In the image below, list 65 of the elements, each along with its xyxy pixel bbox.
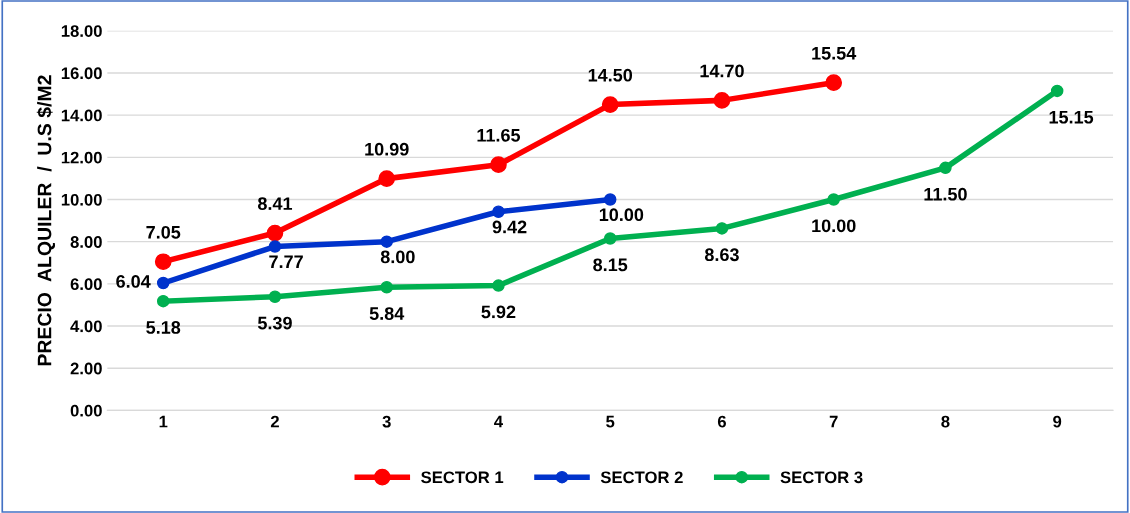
- x-tick-label: 4: [494, 415, 503, 428]
- point: [156, 276, 170, 290]
- point: [939, 161, 952, 175]
- point: [268, 290, 282, 303]
- point: [380, 280, 393, 294]
- y-tick-label: 14.00: [61, 109, 102, 122]
- legend-label: SECTOR 2: [600, 471, 683, 484]
- data-label: 11.65: [477, 128, 521, 142]
- data-label: 10.99: [365, 142, 409, 156]
- data-label: 6.04: [116, 275, 151, 288]
- y-tick-label: 18.00: [61, 25, 102, 37]
- point: [154, 253, 172, 271]
- data-label: 5.84: [369, 307, 405, 320]
- point: [1050, 84, 1064, 98]
- point: [601, 96, 619, 113]
- x-tick-label: 1: [159, 415, 168, 428]
- point: [266, 224, 284, 242]
- data-label: 10.00: [599, 208, 644, 222]
- point: [492, 205, 505, 218]
- point: [380, 235, 393, 248]
- y-tick-label: 4.00: [70, 320, 102, 333]
- legend-label: SECTOR 3: [780, 471, 863, 484]
- point: [603, 232, 617, 245]
- data-label: 5.92: [481, 305, 516, 319]
- x-tick-label: 7: [829, 415, 838, 428]
- y-tick-label: 16.00: [61, 67, 102, 80]
- data-label: 5.39: [257, 316, 292, 330]
- data-label: 8.15: [593, 258, 628, 272]
- y-tick-label: 8.00: [70, 236, 102, 248]
- point: [715, 222, 729, 235]
- data-label: 7.77: [269, 255, 303, 268]
- x-tick-label: 3: [382, 415, 391, 428]
- data-label: 8.41: [257, 197, 293, 211]
- point: [268, 240, 282, 253]
- point: [603, 193, 617, 206]
- data-label: 8.63: [704, 248, 739, 262]
- y-tick-label: 12.00: [61, 151, 102, 164]
- y-tick-label: 2.00: [70, 362, 102, 375]
- data-label: 8.00: [380, 250, 415, 264]
- y-tick-label: 6.00: [70, 278, 102, 291]
- data-label: 14.50: [588, 68, 633, 82]
- x-tick-label: 6: [717, 415, 726, 428]
- point: [713, 92, 731, 109]
- data-label: 11.50: [924, 187, 967, 201]
- point: [156, 294, 170, 308]
- point: [827, 193, 840, 206]
- point: [490, 156, 507, 174]
- point: [825, 74, 843, 91]
- x-tick-label: 5: [606, 415, 615, 428]
- x-tick-label: 8: [941, 415, 950, 428]
- data-label: 14.70: [700, 64, 744, 78]
- x-tick-label: 9: [1053, 415, 1062, 428]
- data-label: 5.18: [146, 321, 181, 334]
- data-label: 10.00: [812, 219, 856, 233]
- y-tick-label: 10.00: [61, 193, 102, 206]
- y-tick-label: 0.00: [70, 404, 102, 417]
- y-axis-title: PRECIO ALQUILER / U.S $/M2: [36, 75, 56, 366]
- data-label: 9.42: [492, 220, 527, 234]
- legend-label: SECTOR 1: [421, 471, 504, 484]
- point: [492, 279, 505, 292]
- data-label: 7.05: [146, 225, 181, 239]
- x-tick-label: 2: [270, 415, 279, 428]
- point: [378, 170, 396, 187]
- data-label: 15.54: [812, 47, 857, 60]
- data-label: 15.15: [1049, 110, 1094, 124]
